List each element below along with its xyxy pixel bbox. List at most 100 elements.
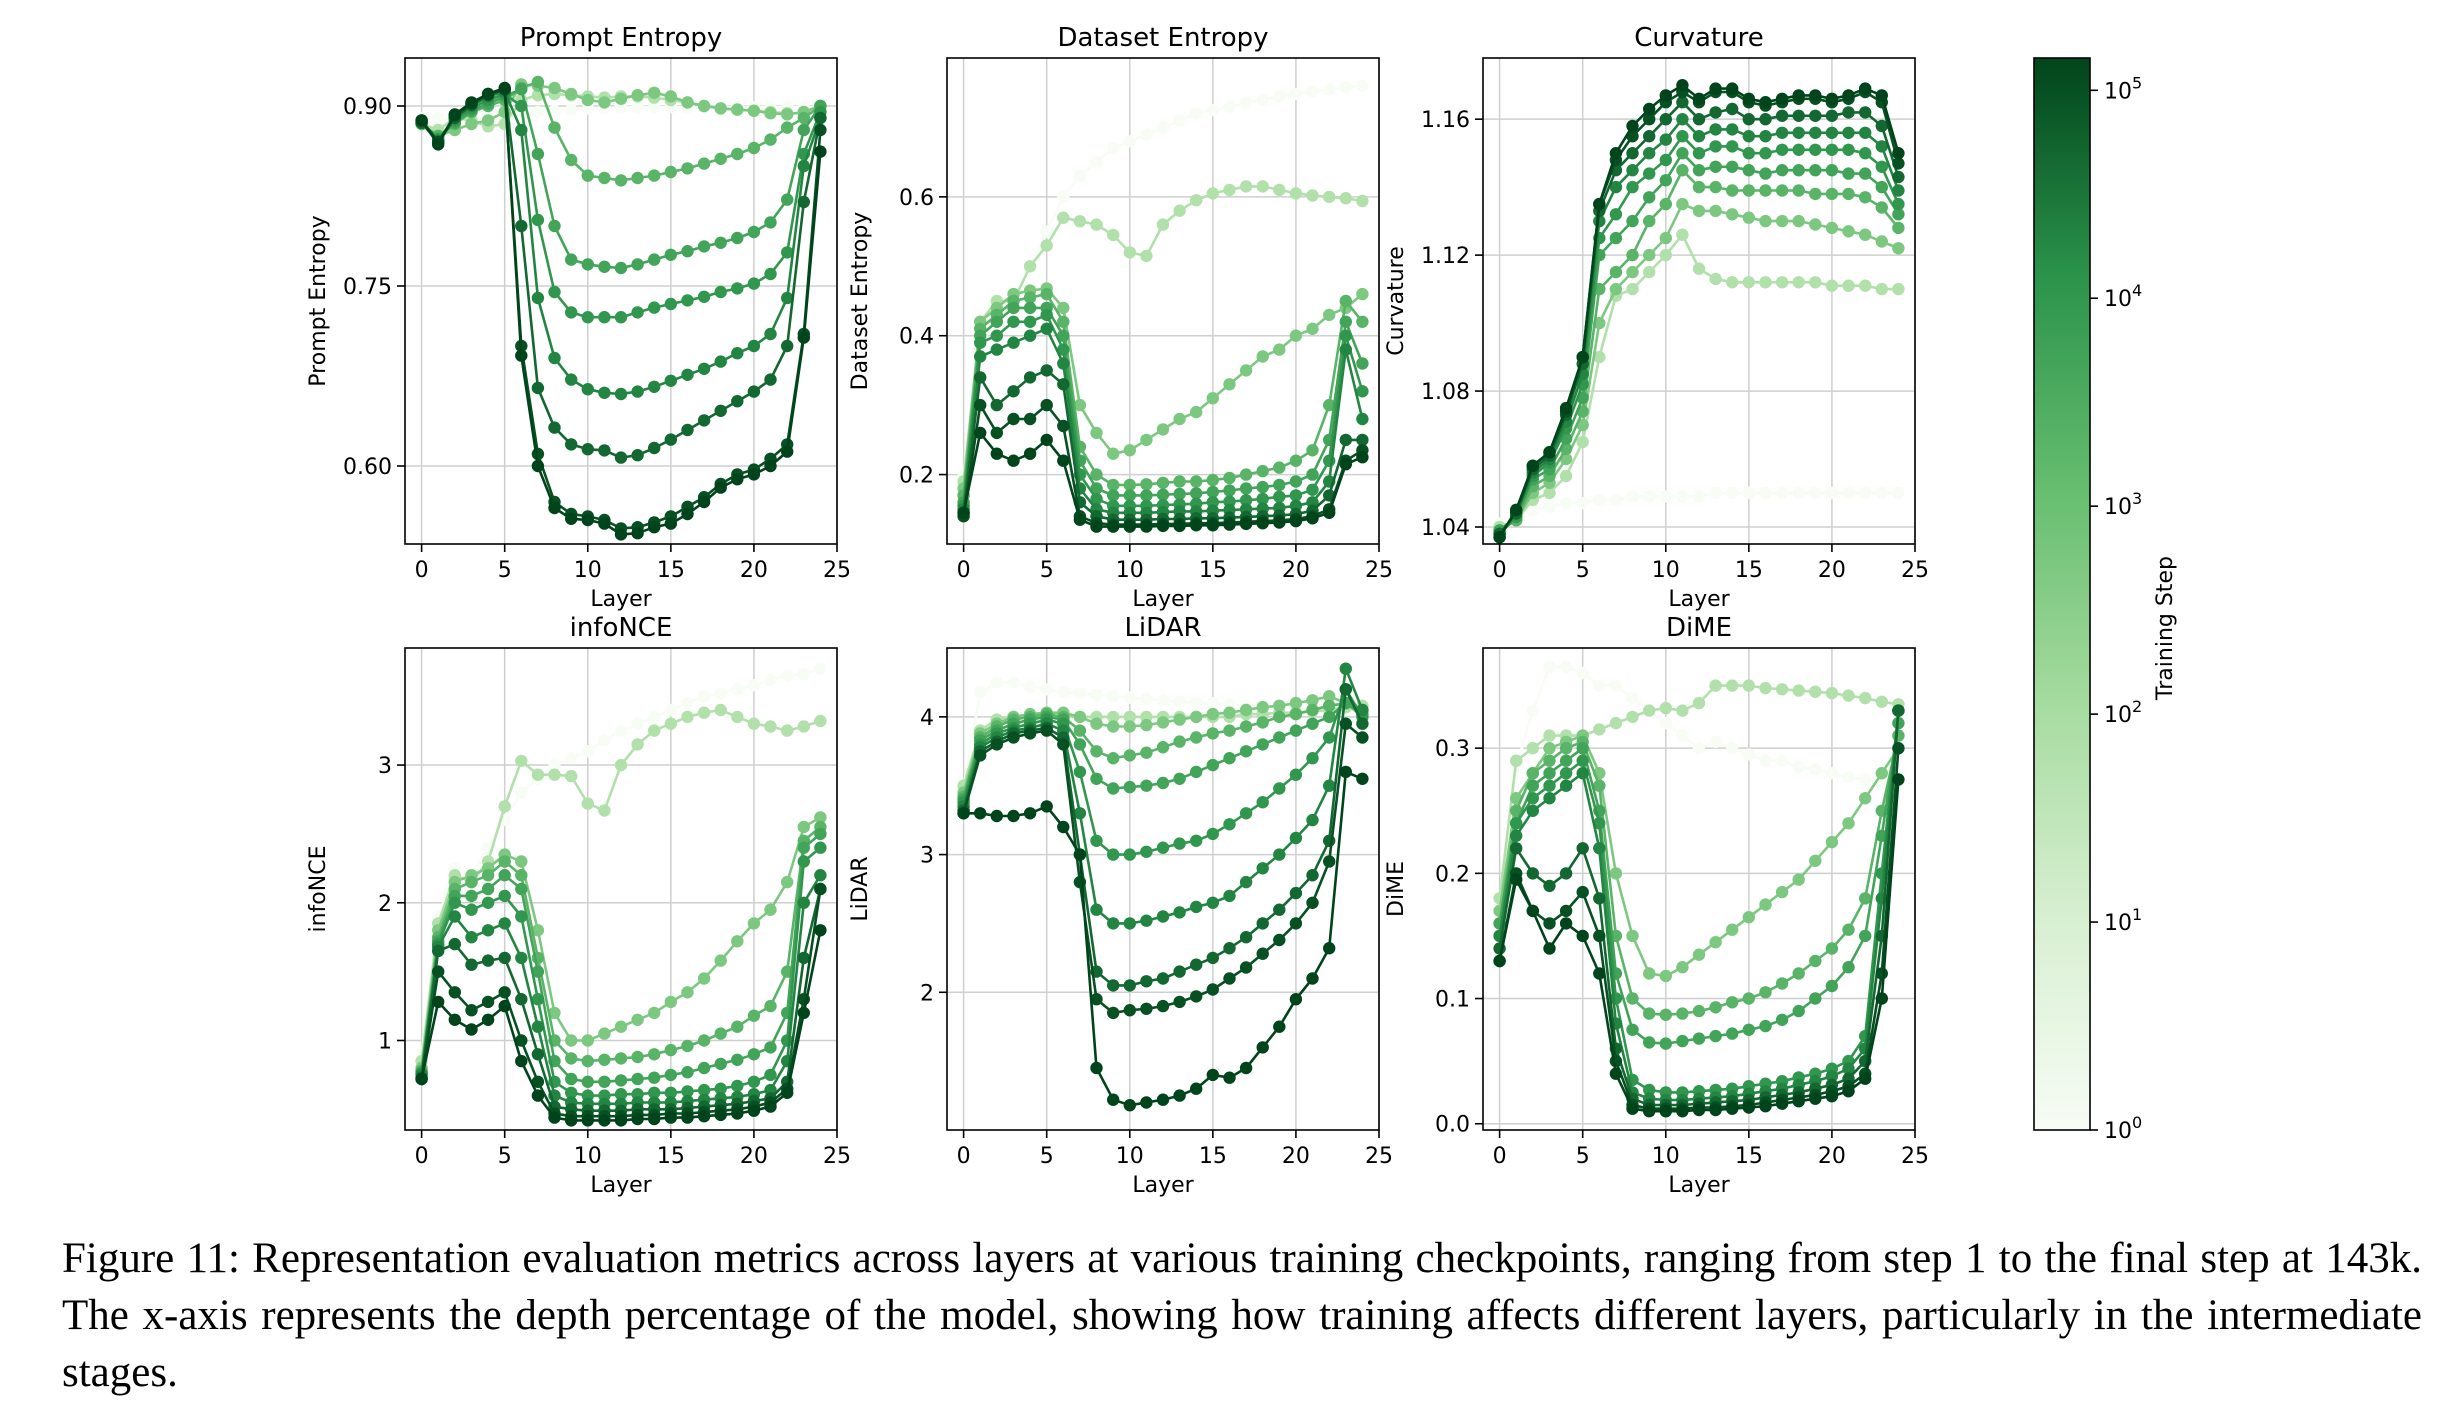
data-point (1140, 718, 1153, 732)
data-point (1023, 680, 1037, 693)
data-point (1206, 473, 1220, 487)
data-point (1659, 248, 1673, 262)
data-point (531, 459, 545, 473)
y-tick-label: 3 (378, 754, 392, 779)
data-point (1140, 249, 1153, 263)
data-point (714, 1082, 727, 1095)
data-point (1659, 89, 1673, 102)
data-point (548, 219, 561, 233)
data-point (1543, 446, 1556, 459)
data-point (1576, 497, 1589, 510)
data-point (565, 512, 578, 525)
y-tick-label: 0.2 (1435, 862, 1470, 887)
data-point (1023, 301, 1037, 315)
series-step-512 (415, 811, 827, 1075)
data-point (990, 315, 1003, 328)
data-point (1659, 701, 1673, 715)
data-point (481, 896, 495, 909)
data-point (1875, 89, 1889, 102)
data-point (1323, 83, 1336, 96)
data-point (1156, 776, 1170, 790)
data-point (1239, 961, 1253, 974)
data-point (531, 1048, 545, 1061)
data-point (1123, 246, 1137, 259)
data-point (515, 123, 528, 137)
data-point (1123, 710, 1137, 724)
data-point (1526, 804, 1540, 817)
y-tick-label: 0.0 (1435, 1113, 1470, 1138)
data-point (714, 404, 727, 417)
data-point (1107, 478, 1120, 492)
data-point (498, 999, 511, 1013)
data-point (1676, 729, 1689, 742)
data-point (1892, 147, 1905, 160)
data-point (1726, 276, 1739, 289)
data-point (1759, 276, 1772, 289)
data-point (1190, 834, 1203, 847)
data-point (1173, 204, 1186, 217)
data-point (1775, 92, 1789, 106)
plot-frame (1482, 57, 1916, 545)
data-point (1156, 841, 1170, 854)
data-point (781, 1086, 794, 1100)
data-point (448, 1013, 461, 1026)
data-point (1090, 468, 1103, 481)
data-point (1223, 942, 1236, 955)
data-point (1007, 301, 1020, 315)
data-point (664, 717, 677, 730)
data-point (1775, 486, 1789, 500)
data-point (1709, 180, 1722, 194)
data-point (1339, 717, 1353, 730)
data-point (648, 710, 661, 724)
data-point (714, 355, 727, 368)
data-point (681, 1039, 694, 1053)
data-point (1306, 717, 1319, 730)
data-point (1256, 917, 1269, 930)
series-step-2000 (1493, 164, 1905, 537)
data-point (731, 231, 744, 245)
chart-panel-4: 0 5 10 15 20 25 1 2 3 infoNCE Layer infoNCE (306, 613, 851, 1198)
data-point (1057, 190, 1070, 204)
series-step-64 (1493, 228, 1905, 534)
data-point (1892, 242, 1905, 255)
data-point (714, 102, 727, 115)
y-tick-label: 2 (920, 981, 934, 1006)
x-tick-label: 5 (1576, 558, 1590, 583)
x-axis-label: Layer (1132, 587, 1194, 612)
data-point (681, 245, 694, 258)
data-point (974, 398, 987, 412)
data-point (1792, 276, 1805, 289)
x-tick-label: 20 (1818, 558, 1846, 583)
data-point (1875, 282, 1889, 296)
data-point (1775, 885, 1789, 899)
data-point (1156, 910, 1170, 923)
data-point (797, 855, 810, 868)
data-point (1759, 754, 1772, 767)
data-point (1659, 231, 1673, 245)
data-point (1206, 983, 1220, 996)
data-point (1626, 147, 1639, 160)
data-point (1289, 454, 1303, 467)
data-point (1493, 531, 1506, 544)
data-point (781, 669, 794, 682)
data-point (1842, 279, 1855, 292)
x-tick-label: 25 (1901, 1144, 1929, 1169)
data-point (1057, 685, 1070, 699)
data-point (1875, 767, 1889, 780)
data-point (1609, 231, 1623, 245)
data-point (1493, 954, 1506, 968)
data-point (1057, 211, 1070, 224)
data-point (1173, 1089, 1186, 1102)
chart-title: infoNCE (570, 613, 673, 643)
data-point (1709, 679, 1722, 692)
data-point (1709, 160, 1722, 173)
data-point (1090, 218, 1103, 231)
plot-frame (946, 57, 1380, 545)
data-point (1057, 419, 1070, 433)
data-point (1626, 710, 1639, 724)
series-step-512 (1493, 729, 1905, 983)
data-point (1073, 875, 1087, 889)
data-point (581, 258, 594, 271)
series-step-64 (1493, 679, 1905, 905)
